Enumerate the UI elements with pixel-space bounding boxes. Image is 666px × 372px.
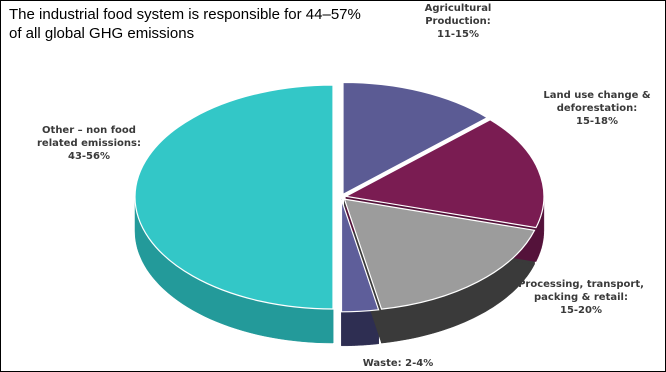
slice-label-1-line-2: Production: [425,16,491,27]
pie-tops [134,81,545,313]
slice-label-2-line-2: deforestation: [557,103,638,114]
chart-title: The industrial food system is responsibl… [9,5,361,43]
chart-title-line-1: The industrial food system is responsibl… [9,6,361,23]
slice-label-1-line-3: 11-15% [437,29,479,40]
pie-slice-2 [344,119,545,229]
slice-label-2-line-1: Land use change & [543,90,651,101]
slice-label-3-line-1: Processing, transport, [518,279,644,290]
slice-label-3: Processing, transport, packing & retail: 1… [518,279,644,316]
slice-label-3-line-2: packing & retail: [534,292,628,303]
slice-label-1: Agricultural Production: 11-15% [425,3,492,40]
slice-label-4-line-1: Waste: 2-4% [363,358,434,369]
pie-labels: Agricultural Production: 11-15% Land use ch… [37,3,651,369]
pie-slice-4 [340,199,380,313]
slice-label-5-line-3: 43-56% [68,151,110,162]
slice-label-5-line-2: related emissions: [37,138,141,149]
slice-label-2-line-3: 15-18% [576,116,618,127]
slice-label-5: Other – non food related emissions: 43-56% [37,125,141,162]
pie-slice-5 [134,84,334,310]
chart-title-line-2: of all global GHG emissions [9,25,195,42]
slice-label-3-line-3: 15-20% [560,305,602,316]
slice-label-1-line-1: Agricultural [425,3,492,14]
pie-slice-1 [342,81,489,196]
slice-label-5-line-1: Other – non food [42,125,136,136]
slice-label-4: Waste: 2-4% [363,358,434,369]
slice-label-2: Land use change & deforestation: 15-18% [543,90,651,127]
pie-slice-3 [343,198,536,310]
